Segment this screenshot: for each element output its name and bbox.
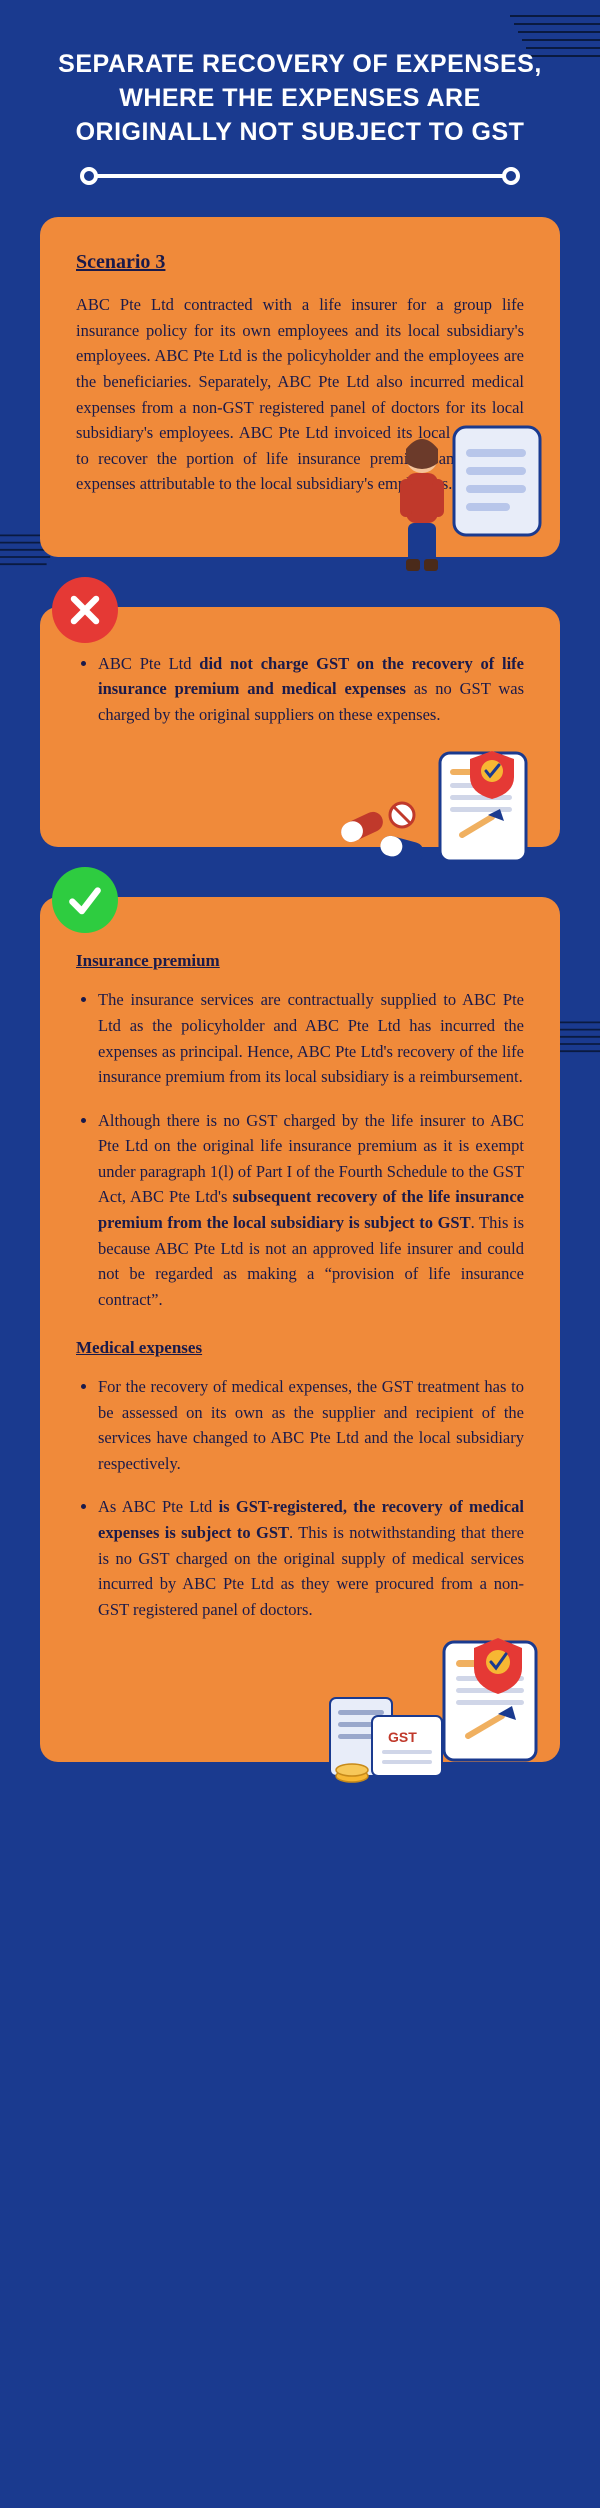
insurance-bullet: The insurance services are contractually… (98, 987, 524, 1089)
page-title: SEPARATE RECOVERY OF EXPENSES, WHERE THE… (0, 0, 600, 167)
documents-gst-icon: GST (322, 1636, 542, 1786)
svg-text:GST: GST (388, 1729, 417, 1745)
incorrect-list: ABC Pte Ltd did not charge GST on the re… (76, 651, 524, 728)
woman-clipboard-icon (392, 419, 542, 589)
insurance-heading: Insurance premium (76, 951, 524, 971)
medical-heading: Medical expenses (76, 1338, 524, 1358)
incorrect-bullet: ABC Pte Ltd did not charge GST on the re… (98, 651, 524, 728)
medical-list: For the recovery of medical expenses, th… (76, 1374, 524, 1622)
cross-icon (52, 577, 118, 643)
incorrect-card: ABC Pte Ltd did not charge GST on the re… (40, 607, 560, 848)
insurance-bullet: Although there is no GST charged by the … (98, 1108, 524, 1313)
pills-clipboard-icon (332, 747, 532, 877)
scenario-heading: Scenario 3 (76, 251, 524, 274)
scenario-card: Scenario 3 ABC Pte Ltd contracted with a… (40, 217, 560, 557)
check-icon (52, 867, 118, 933)
title-divider (0, 167, 600, 217)
medical-bullet: For the recovery of medical expenses, th… (98, 1374, 524, 1476)
medical-bullet: As ABC Pte Ltd is GST-registered, the re… (98, 1494, 524, 1622)
insurance-list: The insurance services are contractually… (76, 987, 524, 1312)
correct-card: Insurance premium The insurance services… (40, 897, 560, 1762)
